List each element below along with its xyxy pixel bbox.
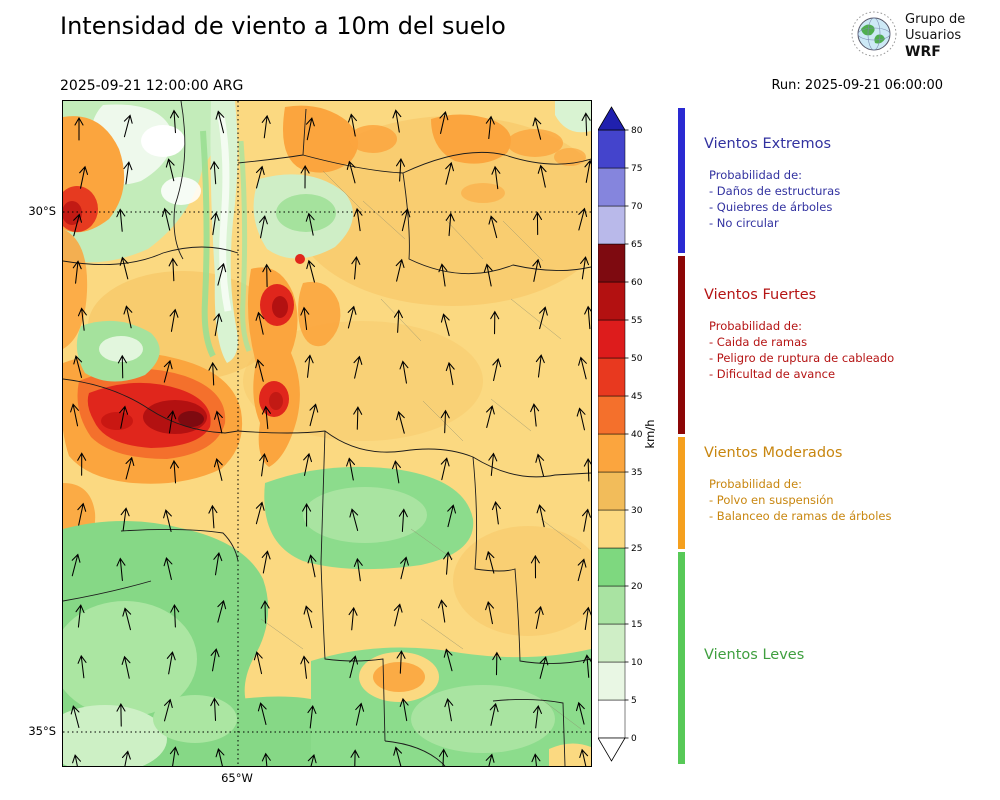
svg-text:30: 30 [631, 506, 643, 516]
legend-subtitle-fuertes: Probabilidad de: [709, 319, 803, 333]
wrf-logo: Grupo de Usuarios WRF [850, 10, 1000, 66]
wind-direction-arrows [70, 109, 594, 778]
legend-section-leves: Vientos Leves [704, 647, 992, 678]
legend-bar-fuertes [678, 256, 685, 434]
department-boundaries [260, 170, 582, 730]
legend-items-extremos: - Daños de estructuras - Quiebres de árbo… [704, 183, 992, 231]
svg-text:15: 15 [631, 620, 642, 630]
legend-item: - Quiebres de árboles [709, 200, 833, 214]
logo-text-line1: Grupo de [905, 12, 966, 27]
province-boundaries [62, 100, 592, 767]
legend-bar-extremos [678, 108, 685, 253]
svg-text:35: 35 [631, 468, 642, 478]
legend-subtitle-extremos: Probabilidad de: [709, 168, 803, 182]
legend-item: - Peligro de ruptura de cableado [709, 351, 895, 365]
svg-text:50: 50 [631, 354, 643, 364]
svg-text:45: 45 [631, 392, 642, 402]
colorbar: 0 5 10 15 20 25 30 35 40 45 50 55 60 65 70 75 80 km/h [598, 106, 657, 762]
legend-item: - Balanceo de ramas de árboles [709, 509, 892, 523]
svg-text:60: 60 [631, 278, 643, 288]
valid-datetime-label: 2025-09-21 12:00:00 ARG [60, 78, 244, 94]
legend-section-extremos: Vientos Extremos Probabilidad de: - Daño… [704, 136, 992, 231]
run-datetime-label: Run: 2025-09-21 06:00:00 [771, 78, 943, 93]
svg-text:75: 75 [631, 164, 642, 174]
svg-text:5: 5 [631, 696, 637, 706]
legend-bar-leves [678, 552, 685, 764]
svg-text:25: 25 [631, 544, 642, 554]
svg-text:10: 10 [631, 658, 643, 668]
colorbar-unit-label: km/h [643, 419, 657, 448]
legend-title-fuertes: Vientos Fuertes [704, 287, 817, 303]
legend-section-fuertes: Vientos Fuertes Probabilidad de: - Caida… [704, 287, 992, 382]
map-frame [43, 100, 613, 778]
legend-item: - Dificultad de avance [709, 367, 836, 381]
lon-tick-65w: 65°W [221, 771, 253, 785]
moderate-green-areas-south [43, 101, 591, 773]
legend-items-fuertes: - Caida de ramas - Peligro de ruptura de … [704, 334, 992, 382]
legend-item: - Polvo en suspensión [709, 493, 834, 507]
legend-bar-moderados [678, 437, 685, 549]
graticule-lines [63, 101, 591, 766]
legend-title-moderados: Vientos Moderados [704, 445, 843, 461]
svg-text:0: 0 [631, 734, 637, 744]
legend-title-leves: Vientos Leves [704, 647, 805, 663]
strong-wind-orange-red-areas [56, 105, 586, 552]
legend-subtitle-moderados: Probabilidad de: [709, 477, 803, 491]
legend-item: - Caida de ramas [709, 335, 808, 349]
svg-text:65: 65 [631, 240, 642, 250]
lat-tick-30s: 30°S [28, 204, 56, 218]
wind-field-map [43, 100, 613, 778]
legend-section-moderados: Vientos Moderados Probabilidad de: - Pol… [704, 445, 992, 524]
legend-items-moderados: - Polvo en suspensión - Balanceo de ramas… [704, 492, 992, 524]
svg-text:20: 20 [631, 582, 643, 592]
legend-item: - No circular [709, 216, 779, 230]
legend-item: - Daños de estructuras [709, 184, 841, 198]
globe-icon [851, 11, 897, 57]
svg-text:40: 40 [631, 430, 643, 440]
lat-tick-35s: 35°S [28, 724, 56, 738]
svg-text:80: 80 [631, 126, 643, 136]
logo-text-wrf: WRF [905, 44, 941, 60]
page-title: Intensidad de viento a 10m del suelo [60, 12, 506, 40]
svg-text:55: 55 [631, 316, 642, 326]
svg-text:70: 70 [631, 202, 643, 212]
logo-text-line2: Usuarios [905, 28, 962, 43]
legend-title-extremos: Vientos Extremos [704, 136, 832, 152]
